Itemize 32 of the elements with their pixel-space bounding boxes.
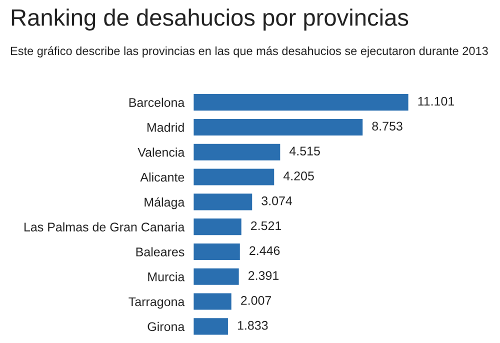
data-label: 1.833 — [238, 320, 268, 330]
y-tick-label: Alicante — [140, 172, 184, 182]
y-tick-label: Barcelona — [129, 98, 185, 107]
bar — [193, 142, 282, 162]
data-label: 4.205 — [283, 172, 314, 180]
y-tick-label: Girona — [148, 322, 185, 332]
data-label: 2.007 — [241, 296, 272, 305]
bar — [193, 316, 230, 336]
y-tick-label: Madrid — [147, 122, 184, 132]
bar — [193, 167, 276, 187]
bar — [193, 266, 240, 286]
data-label: 11.101 — [418, 96, 454, 106]
chart-title: Ranking de desahucios por provincias — [12, 8, 408, 31]
bar — [193, 92, 410, 112]
y-tick-label: Murcia — [148, 272, 185, 282]
data-label: 2.446 — [250, 246, 280, 256]
data-label: 4.515 — [289, 146, 320, 156]
y-tick-label: Valencia — [138, 148, 185, 157]
bar — [193, 292, 233, 312]
y-tick-label: Las Palmas de Gran Canaria — [24, 222, 185, 232]
bar — [193, 242, 242, 262]
bar — [193, 192, 254, 212]
chart-subtitle: Este gráfico describe las provincias en las que más desahucios se ejecutaron durante 2013 — [10, 46, 488, 58]
bar — [193, 118, 364, 137]
data-label: 3.074 — [262, 196, 292, 206]
y-tick-label: Málaga — [144, 197, 185, 210]
data-label: 8.753 — [372, 122, 402, 131]
data-label: 2.521 — [251, 221, 282, 230]
y-tick-label: Tarragona — [128, 297, 185, 309]
y-tick-label: Baleares — [136, 247, 184, 256]
bar — [193, 217, 243, 236]
data-label: 2.391 — [248, 271, 279, 280]
